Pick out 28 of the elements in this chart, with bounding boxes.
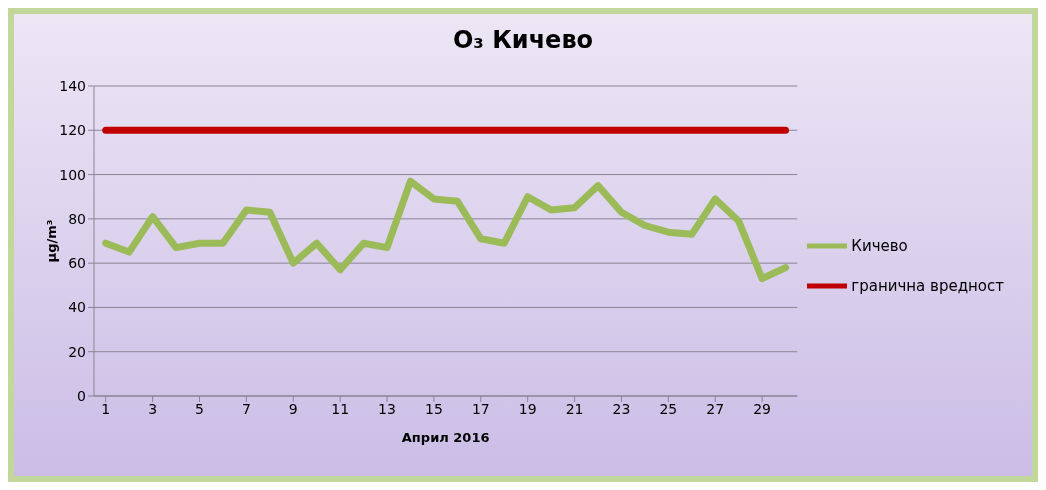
y-tick-label: 0 [77, 387, 86, 404]
x-tick-label: 29 [753, 400, 772, 417]
x-tick-label: 11 [331, 400, 350, 417]
x-tick-label: 27 [706, 400, 725, 417]
legend-label: Кичево [851, 236, 908, 255]
y-tick-label: 40 [68, 299, 86, 316]
x-axis-title: Април 2016 [401, 430, 490, 445]
y-tick-label: 100 [59, 166, 86, 183]
x-tick-label: 1 [101, 400, 111, 417]
x-tick-label: 23 [612, 400, 631, 417]
legend-label: гранична вредност [851, 276, 1004, 295]
chart-title: O₃ Кичево [451, 25, 595, 56]
x-tick-label: 3 [148, 400, 158, 417]
x-tick-label: 25 [659, 400, 678, 417]
x-tick-label: 13 [378, 400, 396, 417]
x-tick-label: 5 [195, 400, 204, 417]
y-tick-label: 80 [68, 210, 86, 227]
x-tick-label: 7 [241, 400, 251, 417]
y-tick-label: 60 [68, 255, 86, 272]
x-tick-label: 21 [565, 400, 584, 417]
y-tick-label: 120 [59, 122, 86, 139]
y-axis-title: µg/m³ [44, 219, 59, 263]
x-tick-label: 17 [471, 400, 490, 417]
x-tick-label: 19 [518, 400, 537, 417]
x-tick-label: 9 [288, 400, 298, 417]
x-tick-label: 15 [425, 400, 443, 417]
y-tick-label: 140 [59, 77, 86, 94]
y-tick-label: 20 [68, 343, 86, 360]
